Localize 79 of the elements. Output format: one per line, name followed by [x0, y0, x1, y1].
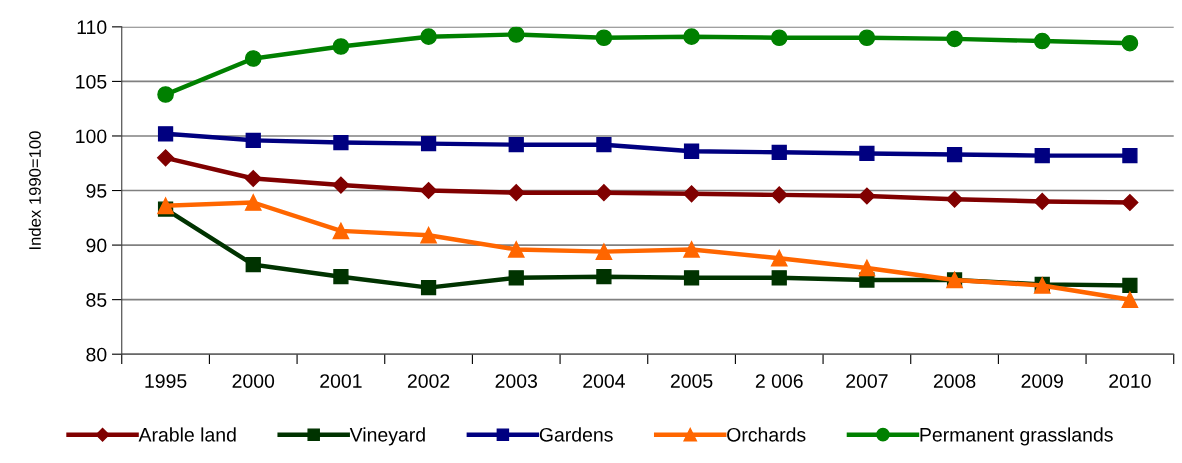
x-tick-label: 2005 [670, 374, 713, 388]
point [507, 26, 525, 43]
point [859, 145, 875, 162]
point [157, 197, 174, 215]
legend-label: Arable land [138, 427, 236, 442]
point [770, 29, 788, 47]
point [1122, 277, 1138, 294]
point [596, 137, 612, 153]
point [683, 270, 700, 286]
point [157, 86, 174, 103]
point [683, 185, 701, 203]
point [244, 169, 262, 188]
point [683, 28, 700, 46]
point [157, 149, 175, 167]
y-tick-label: 95 [86, 183, 107, 198]
x-tick-label: 2004 [583, 374, 625, 388]
x-tick-label: 2000 [232, 374, 275, 388]
x-tick-label: 2 006 [755, 374, 803, 388]
point [1033, 32, 1051, 50]
point [507, 241, 525, 258]
point [595, 184, 613, 202]
point [771, 270, 787, 286]
point [858, 187, 876, 205]
y-tick-label: 85 [86, 293, 107, 307]
point [333, 134, 349, 151]
point [420, 181, 438, 200]
point [508, 270, 524, 286]
point [595, 243, 613, 260]
point [946, 146, 963, 163]
y-tick-label: 100 [76, 129, 107, 144]
point [946, 190, 964, 208]
x-tick-label: 2003 [495, 374, 538, 388]
x-tick-label: 2008 [933, 374, 976, 388]
x-tick-label: 1995 [145, 374, 187, 388]
point [858, 29, 876, 47]
point [1121, 34, 1139, 52]
point [770, 186, 788, 204]
point [245, 132, 261, 148]
point [1033, 192, 1051, 210]
point [332, 38, 350, 55]
legend-label: Gardens [539, 427, 613, 442]
legend-label: Orchards [727, 427, 806, 442]
point [333, 269, 349, 285]
x-tick-label: 2002 [407, 374, 450, 388]
point [332, 222, 350, 240]
point [245, 257, 261, 273]
legend-label: Vineyard [349, 427, 425, 446]
point [508, 137, 524, 153]
point [683, 143, 700, 159]
y-tick-label: 80 [86, 347, 107, 362]
y-axis-title: Index 1990=100 [28, 131, 41, 249]
x-tick-label: 2007 [846, 374, 888, 388]
x-tick-label: 2001 [320, 374, 362, 388]
point [683, 241, 700, 258]
point [157, 126, 174, 142]
y-tick-label: 90 [86, 238, 107, 253]
x-tick-label: 2009 [1021, 374, 1063, 388]
point [420, 279, 437, 296]
point [420, 226, 437, 244]
x-tick-label: 2010 [1109, 374, 1151, 388]
point [420, 135, 437, 152]
point [595, 29, 613, 47]
point [244, 50, 262, 67]
point [507, 184, 525, 202]
y-tick-label: 110 [77, 20, 107, 35]
point [1122, 147, 1138, 164]
point [770, 249, 788, 267]
point [596, 269, 612, 285]
point [858, 259, 876, 277]
y-tick-label: 105 [76, 74, 107, 89]
point [946, 30, 963, 48]
point [771, 144, 787, 160]
legend-label: Permanent grasslands [920, 427, 1113, 446]
point [1034, 147, 1050, 164]
point [244, 194, 262, 211]
point [420, 28, 437, 46]
point [1121, 193, 1139, 212]
point [332, 176, 350, 194]
point [1121, 291, 1139, 308]
